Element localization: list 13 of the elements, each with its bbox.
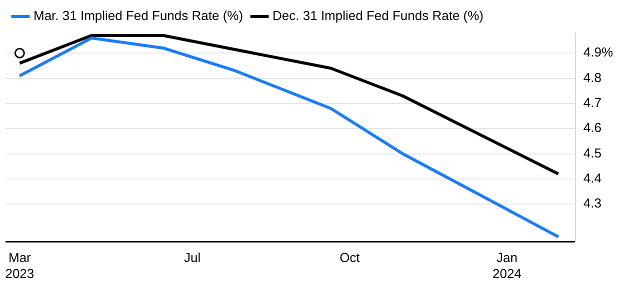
x-tick-label: Mar 2023 (5, 250, 34, 281)
y-tick-label: 4.4 (583, 170, 602, 186)
y-tick-label: 4.9% (583, 44, 614, 60)
x-tick-label: Jul (184, 250, 201, 266)
y-tick-label: 4.3 (583, 196, 602, 211)
y-tick-label: 4.8 (583, 70, 602, 85)
x-tick-label: Jan 2024 (492, 250, 522, 281)
legend-label: Dec. 31 Implied Fed Funds Rate (%) (272, 8, 484, 24)
x-tick-label: Oct (340, 250, 360, 266)
y-tick-label: 4.5 (583, 145, 602, 160)
y-tick-label: 4.6 (583, 120, 602, 136)
y-tick-label: 4.7 (583, 95, 602, 110)
legend-label: Mar. 31 Implied Fed Funds Rate (%) (34, 8, 244, 24)
